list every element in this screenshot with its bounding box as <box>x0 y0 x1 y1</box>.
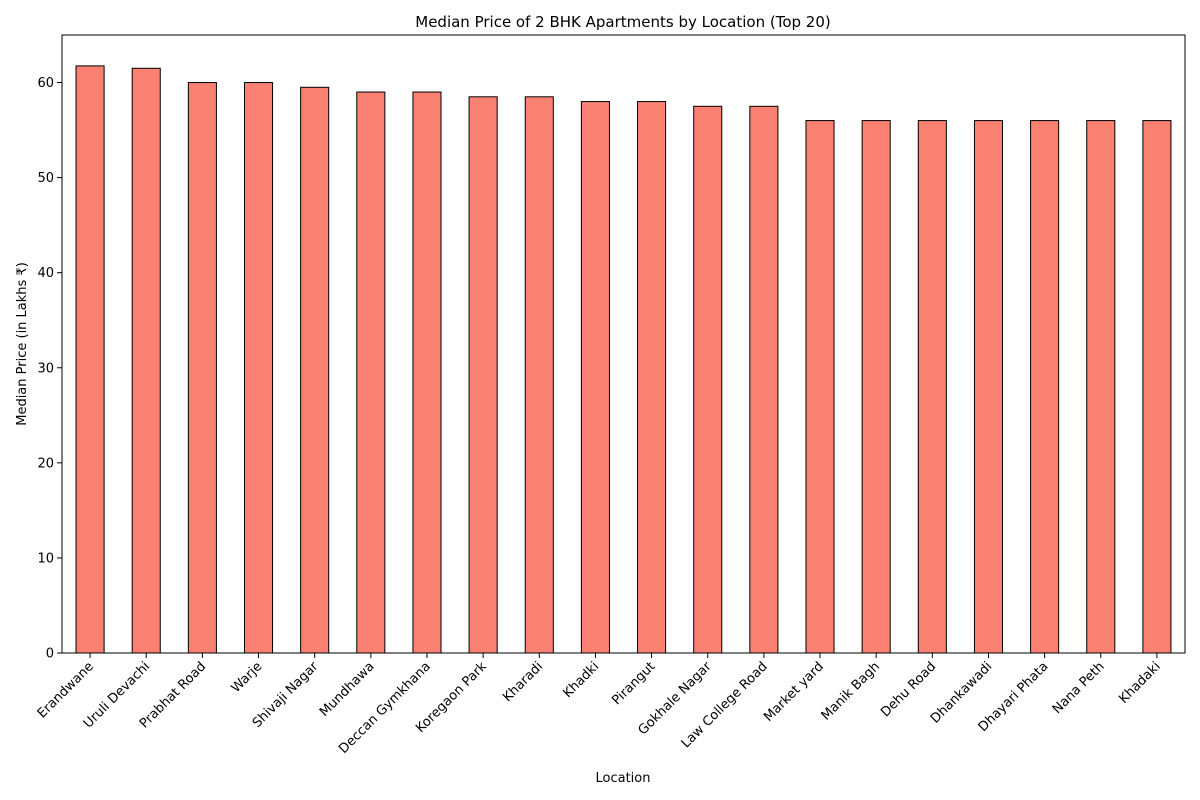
y-tick-label-3: 30 <box>37 361 54 376</box>
y-tick-label-6: 60 <box>37 76 54 91</box>
bar-1 <box>131 67 161 654</box>
bar-0 <box>75 65 105 654</box>
bar-15 <box>917 120 947 654</box>
x-tick-label-9: Khadki <box>560 659 602 701</box>
x-tick-label-3: Warje <box>229 659 266 696</box>
bar-4 <box>300 86 330 654</box>
y-tick-label-5: 50 <box>37 171 54 186</box>
x-tick-label-15: Dehu Road <box>878 659 939 720</box>
bar-3 <box>243 82 274 654</box>
x-tick-label-0: Erandwane <box>35 659 97 721</box>
x-tick-label-19: Khadaki <box>1116 659 1163 706</box>
x-tick-label-8: Kharadi <box>500 659 546 705</box>
y-axis: 0 10 20 30 40 50 60 <box>37 76 62 662</box>
y-tick-label-0: 0 <box>46 647 54 662</box>
bar-7 <box>468 96 498 654</box>
x-tick-label-6: Deccan Gymkhana <box>336 659 434 757</box>
x-axis-label: Location <box>596 771 651 786</box>
bar-2 <box>187 82 217 654</box>
bar-19 <box>1142 120 1172 654</box>
bar-17 <box>1030 120 1060 654</box>
bar-9 <box>580 101 610 654</box>
bar-10 <box>637 101 667 654</box>
y-tick-label-1: 10 <box>37 551 54 566</box>
bar-12 <box>749 105 779 654</box>
x-tick-label-14: Manik Bagh <box>819 659 883 723</box>
bar-13 <box>805 120 835 654</box>
bar-5 <box>356 91 386 654</box>
plot-frame <box>61 34 1186 654</box>
y-tick-label-4: 40 <box>37 266 54 281</box>
y-axis-label: Median Price (in Lakhs ₹) <box>15 262 30 426</box>
bar-6 <box>412 91 442 654</box>
bar-16 <box>973 120 1004 654</box>
bar-11 <box>693 105 723 654</box>
x-tick-label-18: Nana Peth <box>1050 659 1108 717</box>
x-tick-label-13: Market yard <box>761 659 827 725</box>
x-tick-label-10: Pirangut <box>609 659 658 708</box>
chart-title: Median Price of 2 BHK Apartments by Loca… <box>415 13 830 31</box>
bar-8 <box>524 96 554 654</box>
bar-14 <box>861 120 891 654</box>
bars-group <box>75 65 1172 654</box>
bar-18 <box>1086 120 1116 654</box>
x-tick-label-5: Mundhawa <box>317 659 378 720</box>
y-tick-label-2: 20 <box>37 456 54 471</box>
